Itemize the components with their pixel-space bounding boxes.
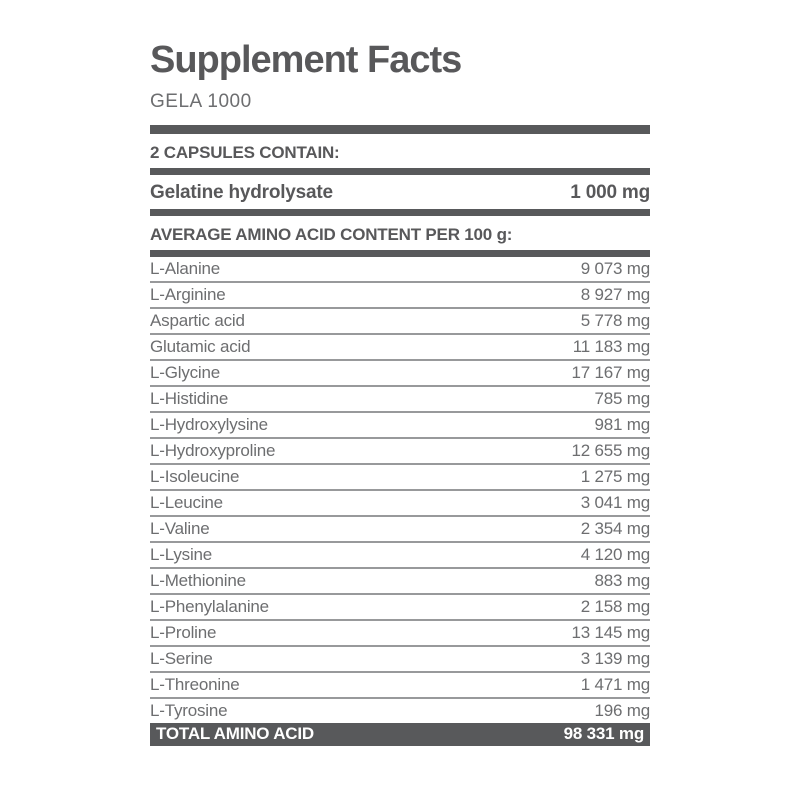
amino-acid-heading: AVERAGE AMINO ACID CONTENT PER 100 g:	[150, 224, 513, 244]
table-row: L-Alanine 9 073 mg	[150, 257, 650, 283]
total-amino-acid-row: TOTAL AMINO ACID 98 331 mg	[150, 722, 650, 746]
divider-under-capsules-heading	[150, 167, 650, 175]
amino-acid-amount: 981 mg	[594, 414, 650, 434]
table-row: L-Histidine 785 mg	[150, 387, 650, 413]
total-label: TOTAL AMINO ACID	[156, 724, 314, 744]
amino-acid-name: L-Hydroxyproline	[150, 440, 276, 460]
amino-acid-name: L-Glycine	[150, 362, 221, 382]
table-row: L-Hydroxylysine 981 mg	[150, 413, 650, 439]
amino-acid-amount: 8 927 mg	[580, 284, 650, 304]
amino-acid-name: L-Valine	[150, 518, 210, 538]
total-amount: 98 331 mg	[563, 724, 645, 744]
table-row: Glutamic acid 11 183 mg	[150, 335, 650, 361]
amino-acid-name: L-Methionine	[150, 570, 246, 590]
table-row: L-Arginine 8 927 mg	[150, 283, 650, 309]
product-name: GELA 1000	[150, 90, 252, 112]
amino-acid-name: L-Isoleucine	[150, 466, 240, 486]
amino-acid-name: Glutamic acid	[150, 336, 251, 356]
amino-acid-name: L-Proline	[150, 622, 217, 642]
table-row: Aspartic acid 5 778 mg	[150, 309, 650, 335]
amino-acid-name: L-Hydroxylysine	[150, 414, 268, 434]
table-row: L-Lysine 4 120 mg	[150, 543, 650, 569]
amino-acid-amount: 12 655 mg	[571, 440, 650, 460]
table-row: L-Isoleucine 1 275 mg	[150, 465, 650, 491]
amino-acid-amount: 2 354 mg	[580, 518, 650, 538]
amino-acid-name: L-Lysine	[150, 544, 213, 564]
amino-acid-amount: 3 139 mg	[580, 648, 650, 668]
amino-acid-name: L-Serine	[150, 648, 213, 668]
table-row: L-Methionine 883 mg	[150, 569, 650, 595]
amino-acid-table: L-Alanine 9 073 mg L-Arginine 8 927 mg Aspar…	[150, 257, 650, 723]
table-row: L-Phenylalanine 2 158 mg	[150, 595, 650, 621]
table-row: L-Glycine 17 167 mg	[150, 361, 650, 387]
amino-acid-amount: 1 471 mg	[580, 674, 650, 694]
amino-acid-name: L-Leucine	[150, 492, 223, 512]
amino-acid-amount: 1 275 mg	[580, 466, 650, 486]
amino-acid-amount: 4 120 mg	[580, 544, 650, 564]
divider-thick-top	[150, 124, 650, 134]
amino-acid-amount: 9 073 mg	[580, 258, 650, 278]
amino-acid-name: L-Threonine	[150, 674, 240, 694]
amino-acid-amount: 2 158 mg	[580, 596, 650, 616]
table-row: L-Tyrosine 196 mg	[150, 699, 650, 723]
amino-acid-name: L-Phenylalanine	[150, 596, 269, 616]
amino-acid-amount: 11 183 mg	[572, 336, 650, 356]
amino-acid-amount: 17 167 mg	[571, 362, 650, 382]
amino-acid-amount: 883 mg	[594, 570, 650, 590]
amino-acid-amount: 3 041 mg	[580, 492, 650, 512]
table-row: L-Proline 13 145 mg	[150, 621, 650, 647]
amino-acid-name: L-Histidine	[150, 388, 229, 408]
table-row: L-Hydroxyproline 12 655 mg	[150, 439, 650, 465]
amino-acid-amount: 13 145 mg	[571, 622, 650, 642]
ingredient-amount: 1 000 mg	[570, 181, 650, 203]
capsules-contain-heading: 2 CAPSULES CONTAIN:	[150, 142, 340, 162]
page-title: Supplement Facts	[150, 39, 462, 81]
table-row: L-Leucine 3 041 mg	[150, 491, 650, 517]
divider-above-table	[150, 249, 650, 257]
amino-acid-amount: 196 mg	[594, 700, 650, 720]
amino-acid-amount: 785 mg	[594, 388, 650, 408]
ingredient-row: Gelatine hydrolysate 1 000 mg	[150, 182, 650, 204]
amino-acid-amount: 5 778 mg	[580, 310, 650, 330]
divider-under-ingredient	[150, 208, 650, 216]
table-row: L-Threonine 1 471 mg	[150, 673, 650, 699]
amino-acid-name: Aspartic acid	[150, 310, 245, 330]
amino-acid-name: L-Tyrosine	[150, 700, 228, 720]
amino-acid-name: L-Alanine	[150, 258, 221, 278]
table-row: L-Valine 2 354 mg	[150, 517, 650, 543]
table-row: L-Serine 3 139 mg	[150, 647, 650, 673]
amino-acid-name: L-Arginine	[150, 284, 226, 304]
supplement-facts-label: Supplement Facts GELA 1000 2 CAPSULES CO…	[150, 39, 650, 746]
ingredient-name: Gelatine hydrolysate	[150, 181, 333, 203]
